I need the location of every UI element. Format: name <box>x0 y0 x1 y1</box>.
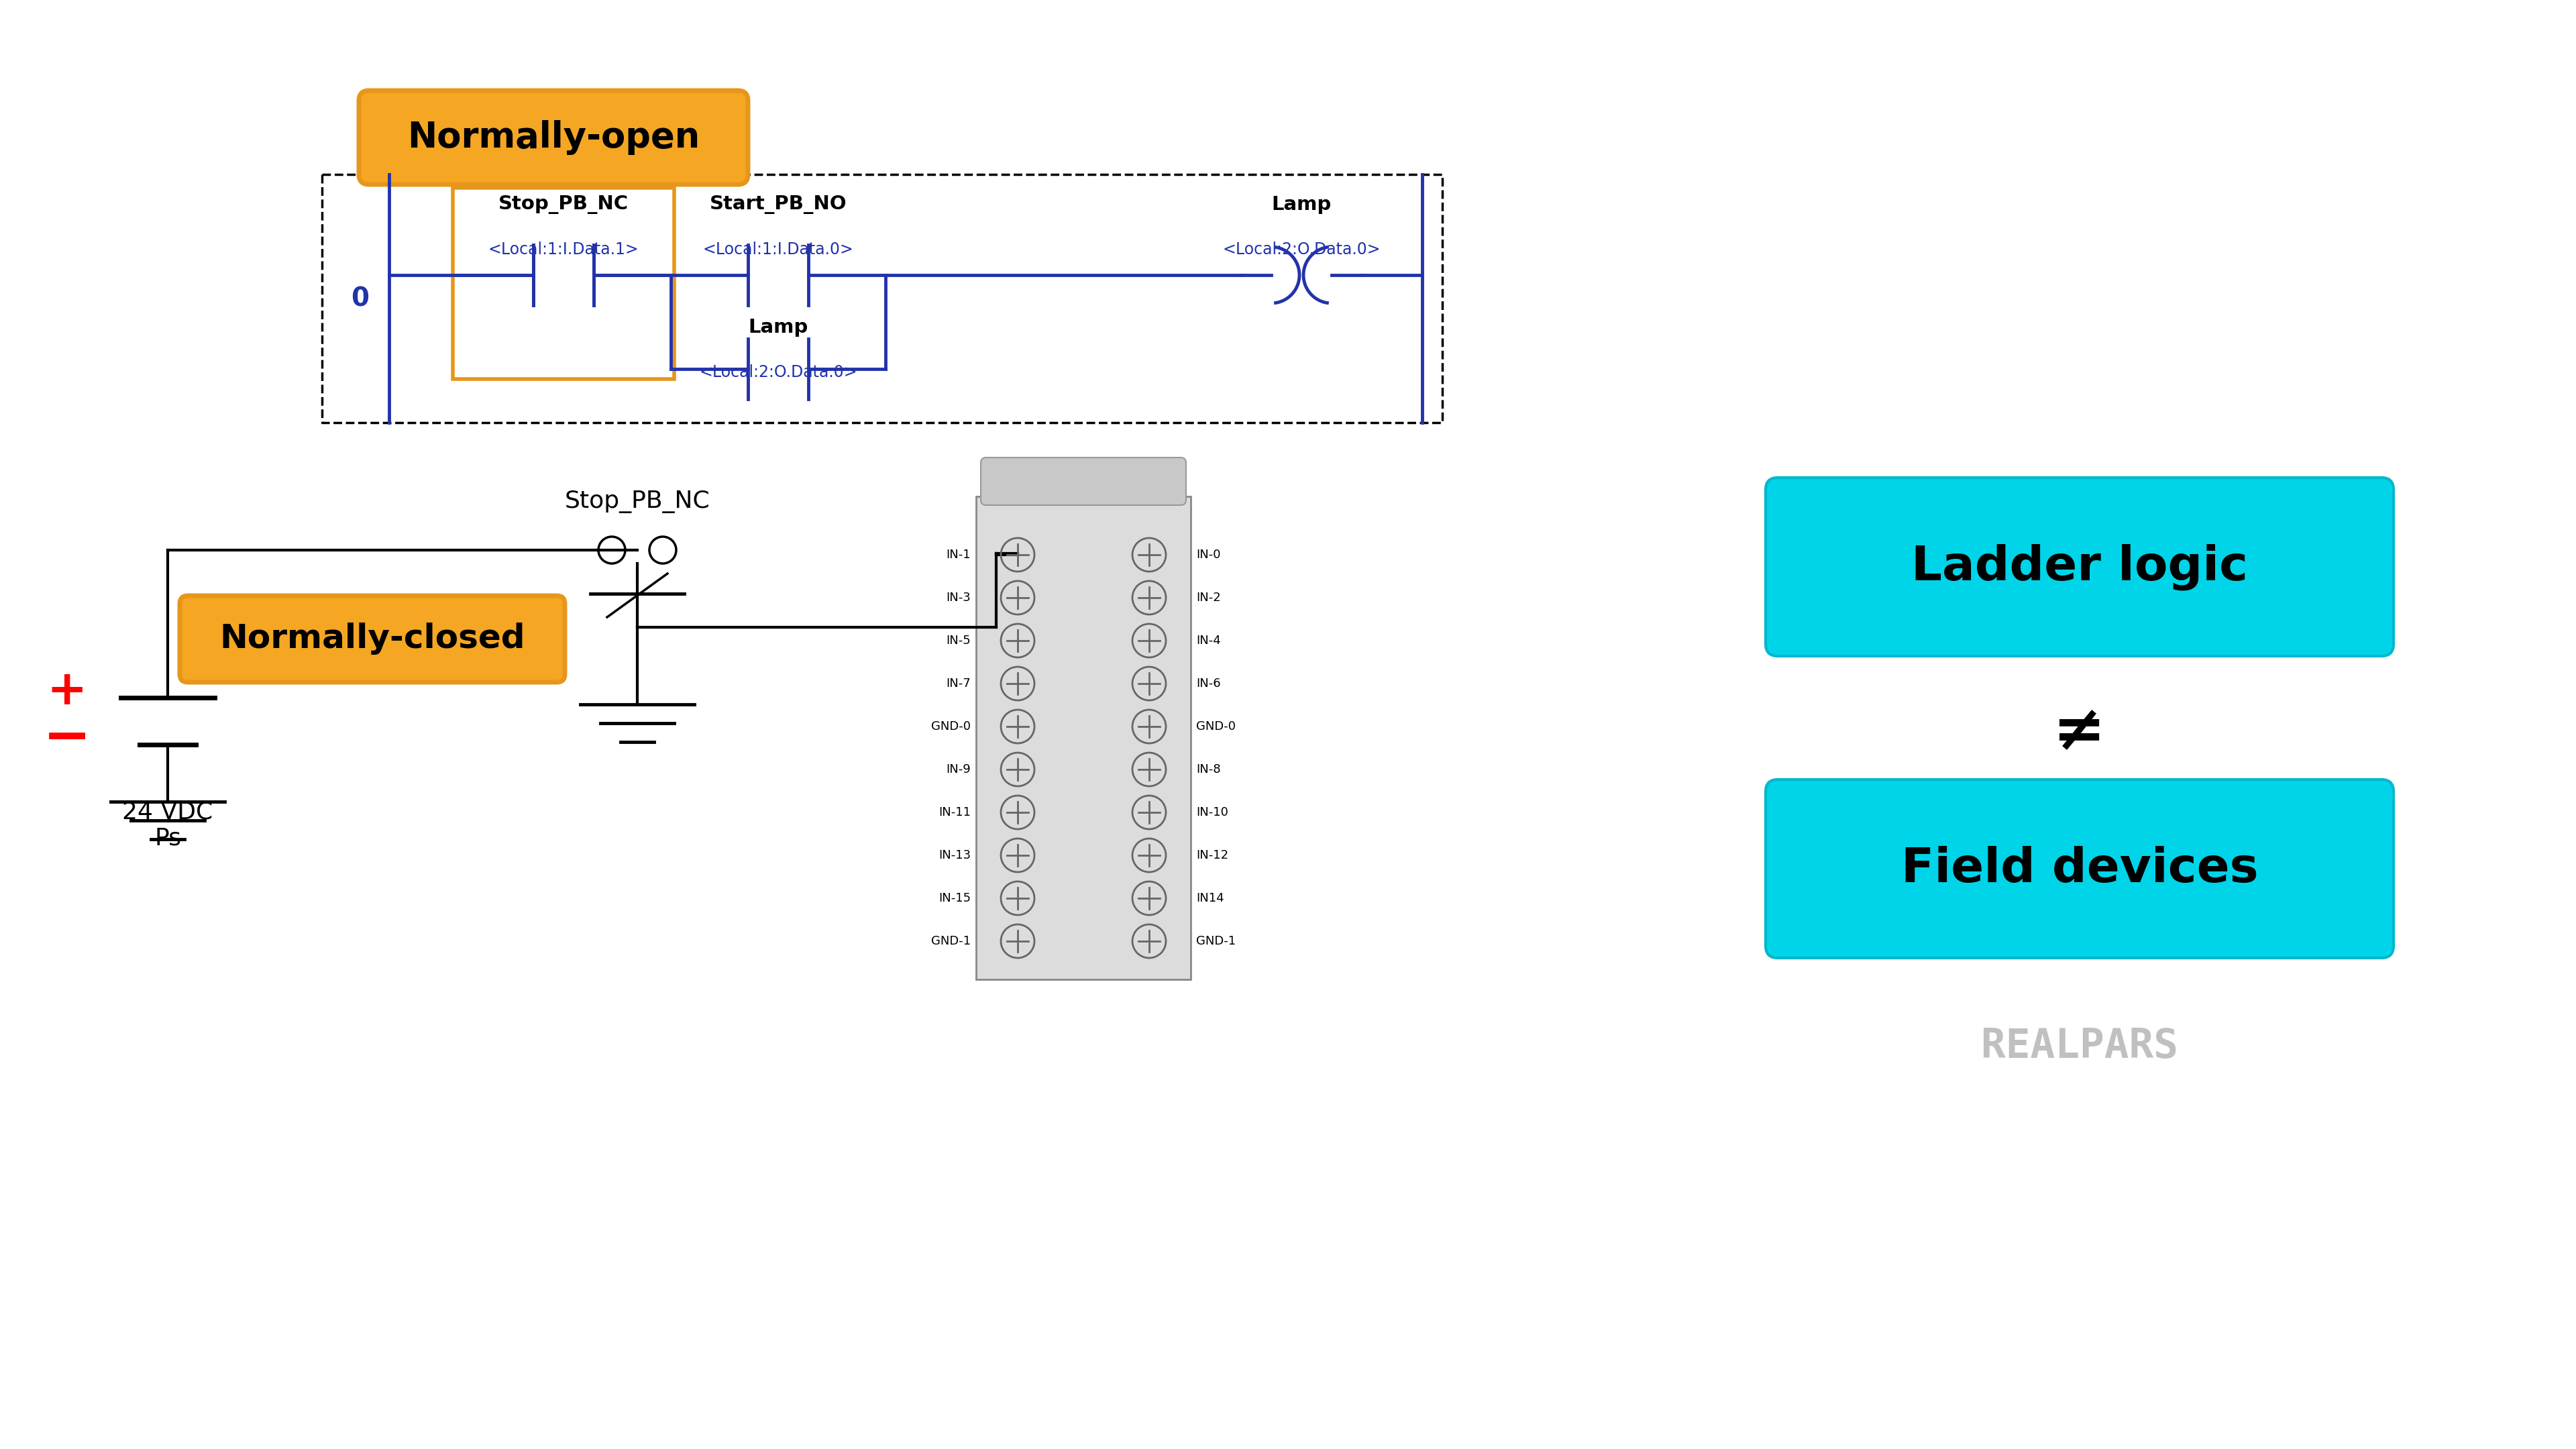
Text: IN-9: IN-9 <box>945 764 971 775</box>
Text: Stop_PB_NC: Stop_PB_NC <box>497 196 629 214</box>
Text: IN-8: IN-8 <box>1195 764 1221 775</box>
Text: GND-1: GND-1 <box>1195 935 1236 948</box>
Text: IN-10: IN-10 <box>1195 806 1229 819</box>
Text: IN-2: IN-2 <box>1195 591 1221 604</box>
FancyBboxPatch shape <box>358 90 747 184</box>
Text: GND-0: GND-0 <box>1195 720 1236 733</box>
Text: REALPARS: REALPARS <box>1981 1027 2179 1066</box>
Text: IN-13: IN-13 <box>938 849 971 861</box>
Text: ≠: ≠ <box>2053 700 2107 762</box>
Text: Stop_PB_NC: Stop_PB_NC <box>564 490 711 513</box>
Text: Field devices: Field devices <box>1901 846 2259 893</box>
Text: IN-4: IN-4 <box>1195 635 1221 646</box>
Text: IN-7: IN-7 <box>945 678 971 690</box>
Text: <Local:2:O.Data.0>: <Local:2:O.Data.0> <box>1224 242 1381 258</box>
Text: IN-3: IN-3 <box>945 591 971 604</box>
Text: <Local:1:I.Data.0>: <Local:1:I.Data.0> <box>703 242 853 258</box>
Text: <Local:2:O.Data.0>: <Local:2:O.Data.0> <box>698 364 858 380</box>
Bar <box>976 497 1190 980</box>
Text: IN-6: IN-6 <box>1195 678 1221 690</box>
Text: Lamp: Lamp <box>747 317 809 336</box>
FancyBboxPatch shape <box>981 458 1185 506</box>
Text: GND-1: GND-1 <box>930 935 971 948</box>
Text: IN-1: IN-1 <box>945 549 971 561</box>
Text: Start_PB_NO: Start_PB_NO <box>708 196 848 214</box>
Text: IN-5: IN-5 <box>945 635 971 646</box>
FancyBboxPatch shape <box>1765 478 2393 656</box>
FancyBboxPatch shape <box>1765 780 2393 958</box>
Text: IN14: IN14 <box>1195 893 1224 904</box>
Text: IN-15: IN-15 <box>938 893 971 904</box>
Text: <Local:1:I.Data.1>: <Local:1:I.Data.1> <box>487 242 639 258</box>
FancyBboxPatch shape <box>180 596 564 682</box>
Text: −: − <box>44 710 90 765</box>
Text: Ladder logic: Ladder logic <box>1911 543 2249 590</box>
Text: Lamp: Lamp <box>1273 196 1332 214</box>
Bar <box>453 188 675 380</box>
Text: Normally-closed: Normally-closed <box>219 623 526 655</box>
Text: 24 VDC
Ps: 24 VDC Ps <box>121 800 214 849</box>
Text: IN-11: IN-11 <box>938 806 971 819</box>
Text: GND-0: GND-0 <box>930 720 971 733</box>
Text: IN-12: IN-12 <box>1195 849 1229 861</box>
Text: Normally-open: Normally-open <box>407 120 701 155</box>
Text: 0: 0 <box>350 285 368 312</box>
Text: +: + <box>46 668 88 714</box>
Text: IN-0: IN-0 <box>1195 549 1221 561</box>
